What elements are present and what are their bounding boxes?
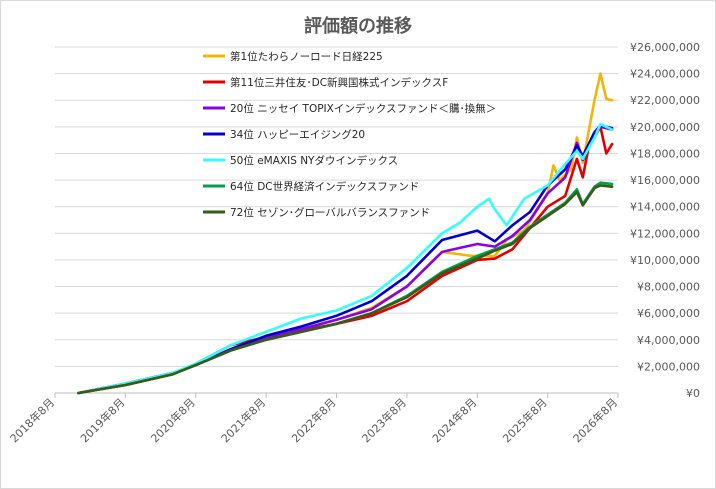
y-tick-labels: ¥0 ¥2,000,000 ¥4,000,000 ¥6,000,000 ¥8,000,0… [630,41,700,400]
series-line-7 [77,184,614,395]
y-tick-label: ¥12,000,000 [630,227,700,240]
series-line-5 [77,122,614,395]
legend: 第1位たわらノーロード日経225 第11位三井住友･DC新興国株式インデックスF 2… [203,50,496,219]
legend-label: 第1位たわらノーロード日経225 [230,50,383,63]
legend-label: 20位 ニッセイ TOPIXインデックスファンド＜購･換無＞ [230,102,496,115]
y-tick-label: ¥6,000,000 [637,307,700,320]
y-tick-label: ¥10,000,000 [630,254,700,267]
y-tick-label: ¥26,000,000 [630,41,700,54]
legend-label: 64位 DC世界経済インデックスファンド [230,180,419,193]
y-tick-label: ¥20,000,000 [630,121,700,134]
legend-label: 第11位三井住友･DC新興国株式インデックスF [230,76,448,89]
y-tick-label: ¥22,000,000 [630,94,700,107]
legend-label: 50位 eMAXIS NYダウインデックス [230,154,398,167]
y-tick-label: ¥0 [686,387,700,400]
y-tick-label: ¥24,000,000 [630,68,700,81]
y-tick-label: ¥4,000,000 [637,334,700,347]
chart-title: 評価額の推移 [304,15,412,37]
y-tick-label: ¥14,000,000 [630,201,700,214]
y-tick-label: ¥18,000,000 [630,147,700,160]
y-tick-label: ¥8,000,000 [637,281,700,294]
y-tick-label: ¥16,000,000 [630,174,700,187]
series-layer [77,72,614,395]
y-tick-label: ¥2,000,000 [637,360,700,373]
legend-label: 34位 ハッピーエイジング20 [230,128,365,141]
legend-label: 72位 セゾン･グローバルバランスファンド [230,206,430,219]
